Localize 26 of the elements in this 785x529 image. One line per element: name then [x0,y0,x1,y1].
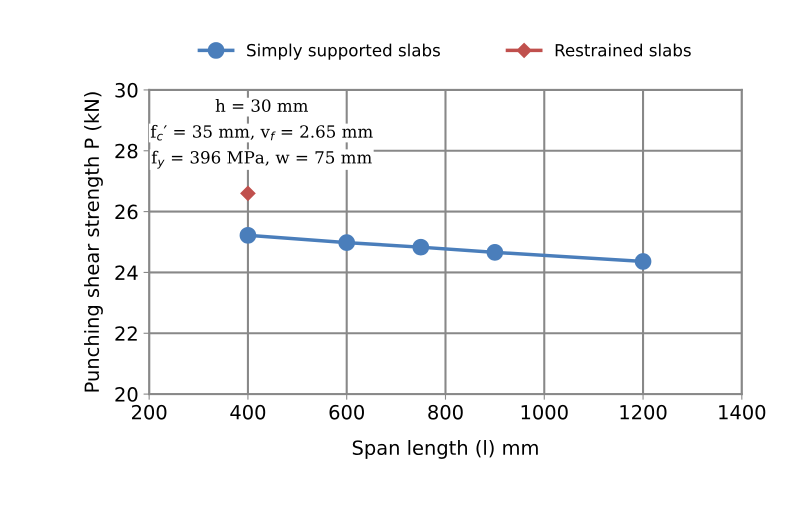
y-tick-label: 26 [115,204,138,220]
legend-label: Restrained slabs [556,44,691,56]
y-tick-label: 24 [115,265,138,280]
point [338,234,356,251]
point [240,186,256,201]
x-axis-title: Span length (l) mm [352,440,538,459]
x-tick-label: 400 [230,404,266,420]
y-tick-label: 28 [115,144,138,158]
point [634,253,652,270]
x-tick-label: 600 [330,404,364,420]
point [412,238,430,256]
x-tick-label: 200 [132,404,166,420]
annotation: h = 30 mm [216,99,308,112]
x-tick-label: 800 [428,404,463,420]
y-axis-title: Punching shear strength P (kN) [84,92,103,392]
annotation: f$_{c}$′ = 35 mm, v$_{f}$ = 2.65 mm [150,124,373,140]
point [486,244,504,261]
y-tick-label: 30 [115,82,138,98]
legend-label: Simply supported slabs [247,44,440,60]
x-tick-label: 1200 [620,404,666,420]
point [240,226,256,244]
x-tick-label: 1000 [522,404,568,420]
y-tick-label: 20 [115,387,138,402]
y-tick-label: 22 [115,326,137,341]
x-tick-label: 1400 [719,404,766,420]
annotation: f$_{y}$ = 396 MPa, w = 75 mm [152,150,372,169]
